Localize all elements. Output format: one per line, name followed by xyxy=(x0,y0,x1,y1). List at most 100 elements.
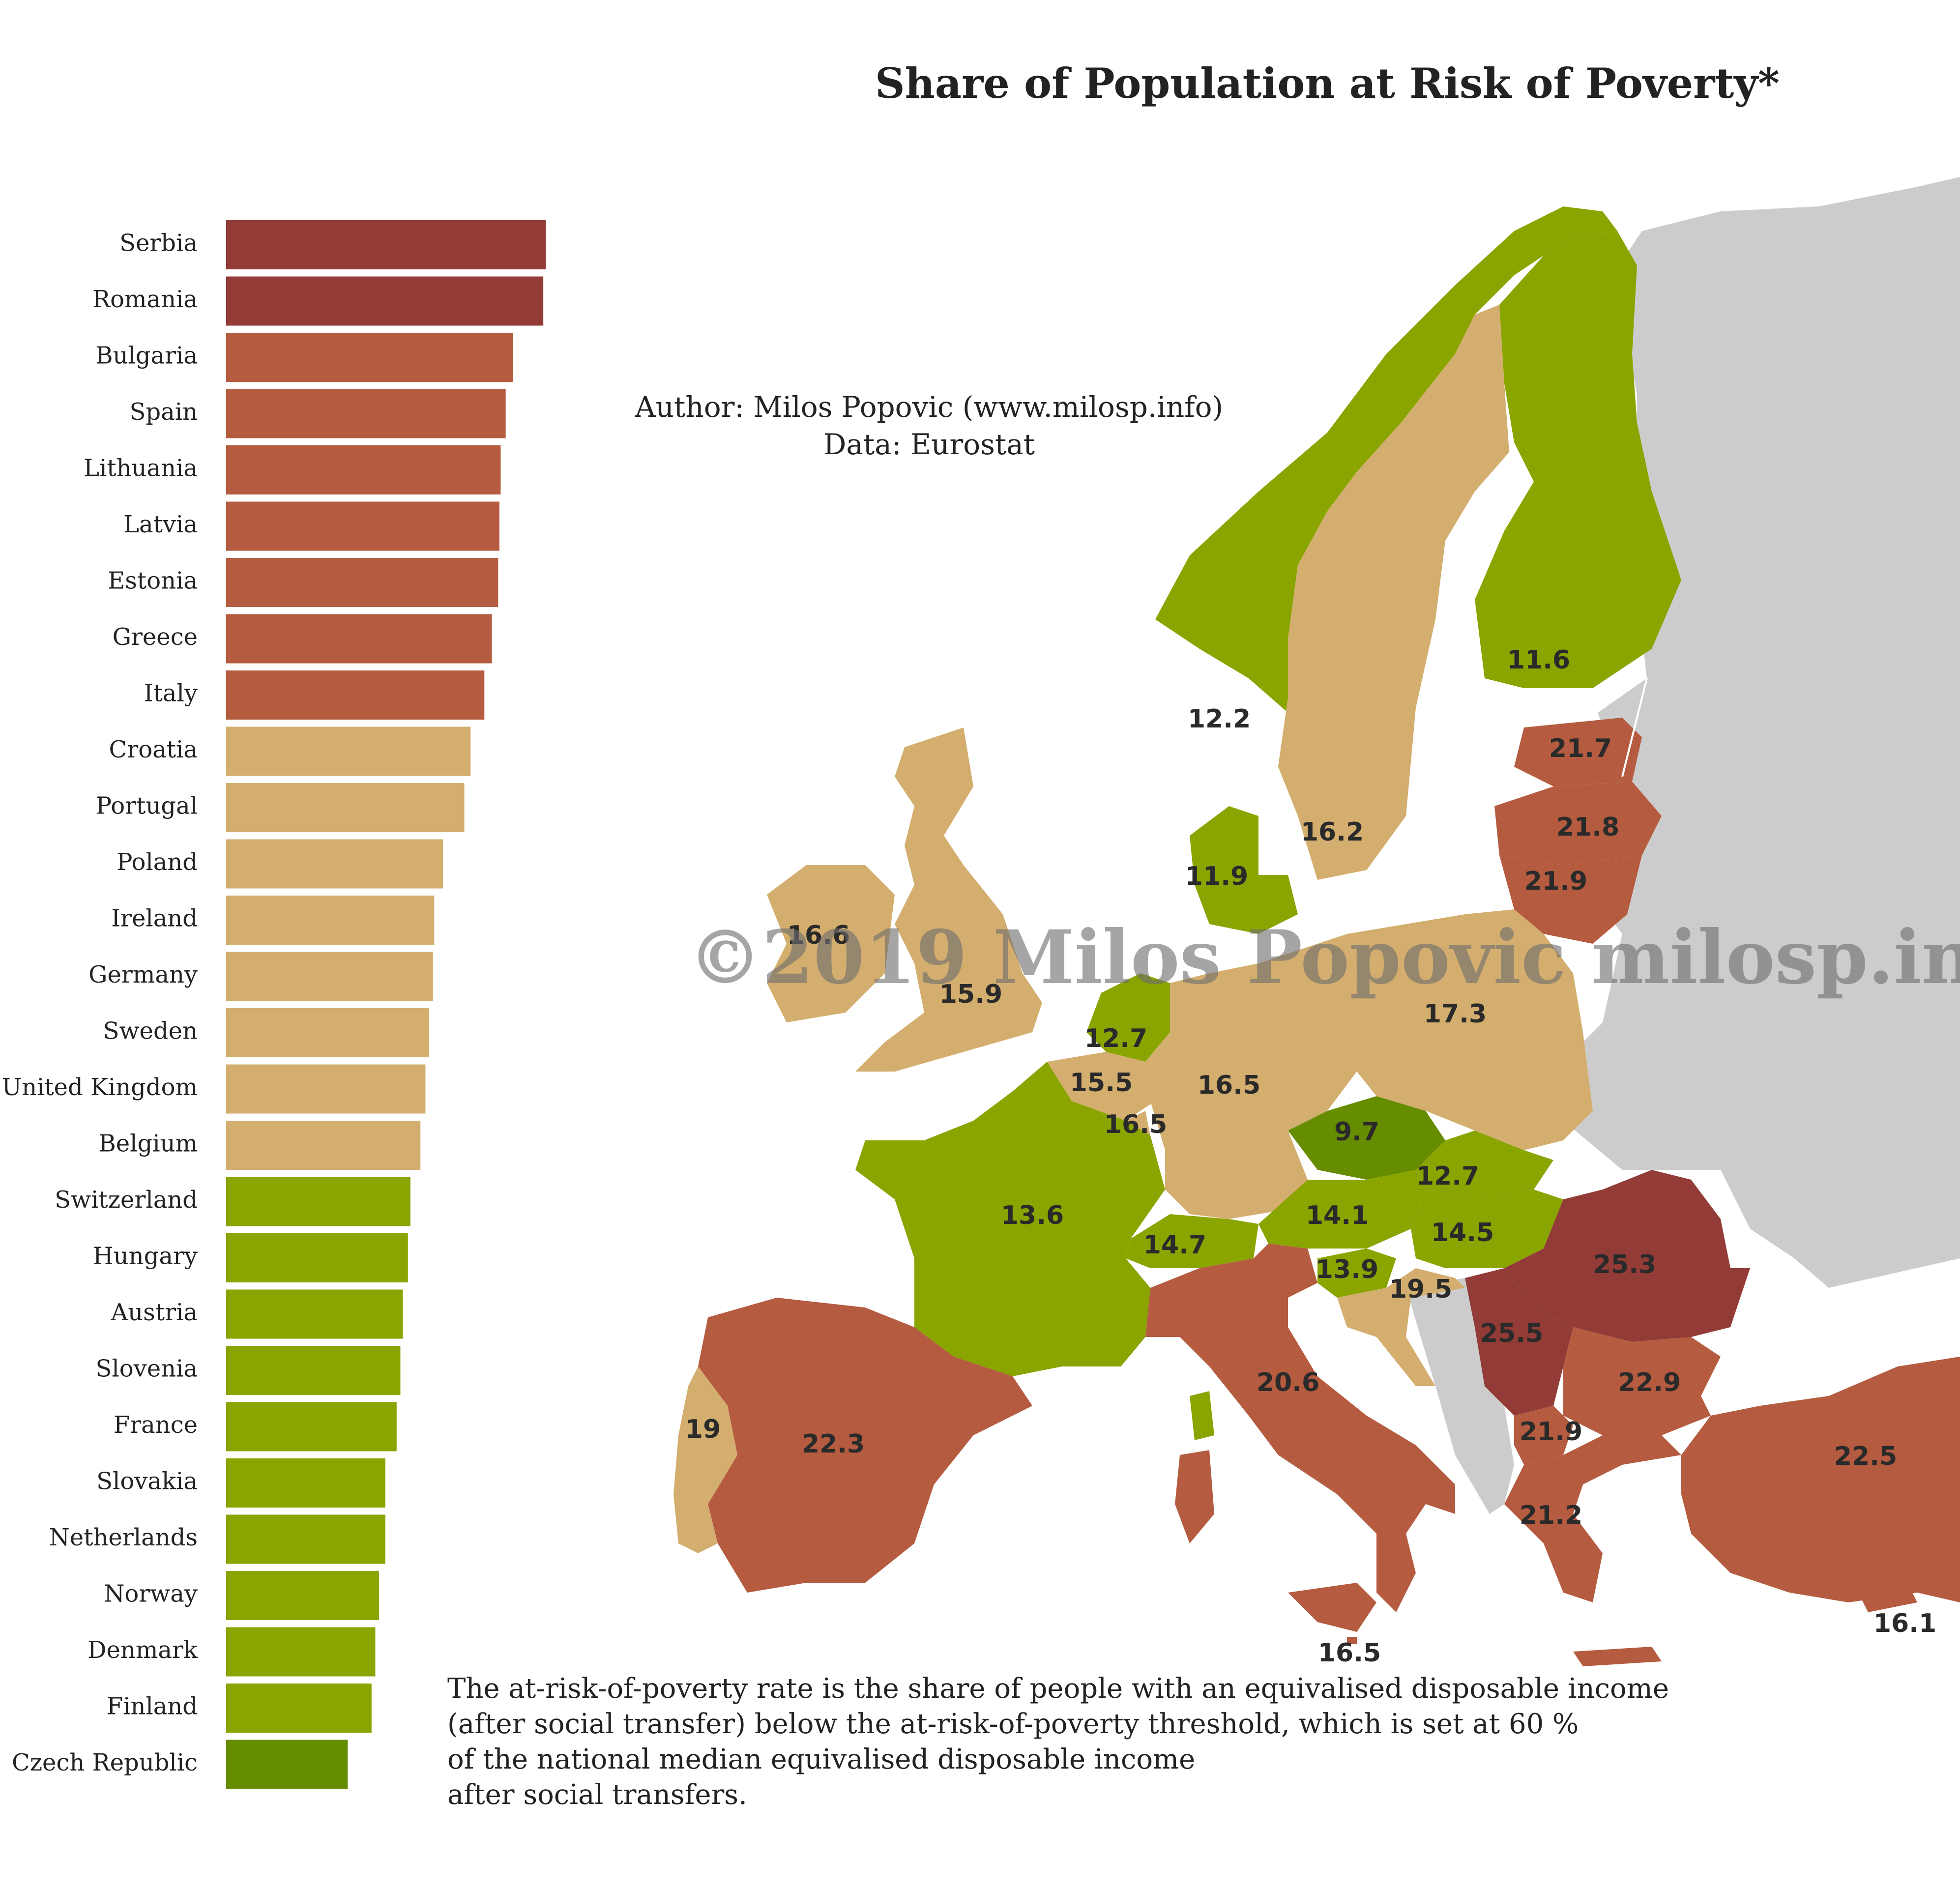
map-slovenia xyxy=(1317,1249,1396,1298)
footnote-line-2: (after social transfer) below the at-ris… xyxy=(447,1708,1579,1740)
map-nodata-east xyxy=(1563,177,1960,1288)
chart-title: Share of Population at Risk of Poverty* xyxy=(875,59,1780,108)
bar-sweden xyxy=(226,1008,430,1057)
bar-label-slovenia: Slovenia xyxy=(95,1355,198,1383)
bar-label-norway: Norway xyxy=(104,1580,198,1608)
credits: Author: Milos Popovic (www.milosp.info) … xyxy=(610,388,1249,463)
map-label-romania: 25.3 xyxy=(1593,1250,1656,1279)
bar-finland xyxy=(226,1684,372,1733)
bar-spain xyxy=(226,389,506,438)
map-label-sweden: 16.2 xyxy=(1301,817,1364,847)
map-label-united-kingdom: 15.9 xyxy=(939,980,1002,1009)
map-label-poland: 17.3 xyxy=(1424,999,1487,1029)
bar-lithuania xyxy=(226,445,501,494)
bar-label-latvia: Latvia xyxy=(123,511,198,538)
footnote: The at-risk-of-poverty rate is the share… xyxy=(447,1671,1775,1813)
bar-france xyxy=(226,1402,397,1452)
map-romania xyxy=(1504,1170,1750,1342)
map-italy xyxy=(1145,1244,1455,1612)
map-poland xyxy=(1347,909,1593,1150)
bar-label-ireland: Ireland xyxy=(111,905,198,932)
map-cyprus xyxy=(1858,1583,1917,1612)
bar-label-croatia: Croatia xyxy=(109,736,198,763)
author-line: Author: Milos Popovic (www.milosp.info) xyxy=(635,390,1224,424)
bar-croatia xyxy=(226,726,471,776)
bar-czech-republic xyxy=(226,1740,348,1789)
bar-ireland xyxy=(226,896,435,945)
bar-label-estonia: Estonia xyxy=(108,567,198,595)
bar-switzerland xyxy=(226,1177,410,1226)
map-denmark xyxy=(1190,806,1298,934)
map-label-slovenia: 13.9 xyxy=(1316,1255,1378,1284)
bar-label-lithuania: Lithuania xyxy=(84,455,198,482)
bar-label-switzerland: Switzerland xyxy=(55,1186,198,1214)
bar-romania xyxy=(226,276,544,326)
bar-latvia xyxy=(226,501,499,551)
map-greece xyxy=(1504,1435,1681,1602)
bar-label-austria: Austria xyxy=(111,1299,198,1326)
bar-label-slovakia: Slovakia xyxy=(96,1468,198,1495)
bar-united-kingdom xyxy=(226,1064,426,1114)
map-north-macedonia xyxy=(1514,1406,1573,1465)
bar-estonia xyxy=(226,558,498,607)
bar-label-sweden: Sweden xyxy=(103,1017,198,1045)
map-label-lithuania: 21.9 xyxy=(1524,867,1587,896)
map-croatia xyxy=(1337,1268,1465,1386)
bar-label-bulgaria: Bulgaria xyxy=(95,342,198,370)
map-belgium xyxy=(1047,1052,1155,1121)
bar-label-italy: Italy xyxy=(144,680,198,707)
bar-portugal xyxy=(226,783,465,832)
map-uk xyxy=(855,727,1042,1072)
map-label-belgium: 15.5 xyxy=(1070,1068,1133,1098)
bar-label-hungary: Hungary xyxy=(93,1243,198,1270)
map-norway xyxy=(1155,206,1617,777)
map-label-cyprus: 16.1 xyxy=(1873,1609,1936,1638)
map-germany xyxy=(1145,934,1367,1219)
map-corsica xyxy=(1190,1391,1214,1440)
footnote-line-1: The at-risk-of-poverty rate is the share… xyxy=(447,1673,1669,1705)
map-portugal xyxy=(673,1366,737,1553)
map-lithuania xyxy=(1499,855,1642,944)
map-label-netherlands: 12.7 xyxy=(1084,1024,1147,1053)
map-label-portugal: 19 xyxy=(685,1415,721,1444)
map-turkey xyxy=(1681,1357,1960,1602)
bar-label-spain: Spain xyxy=(130,398,198,426)
map-label-denmark: 11.9 xyxy=(1185,862,1248,891)
bar-slovakia xyxy=(226,1458,385,1508)
bar-denmark xyxy=(226,1627,376,1677)
map-czech xyxy=(1288,1096,1445,1180)
bar-series xyxy=(226,220,546,1789)
map-label-croatia: 19.5 xyxy=(1389,1275,1452,1304)
bar-label-france: France xyxy=(114,1411,198,1439)
map-label-hungary: 14.5 xyxy=(1431,1218,1494,1248)
bar-label-czech-republic: Czech Republic xyxy=(12,1749,198,1776)
map-sicily xyxy=(1288,1583,1376,1632)
map-slovakia xyxy=(1416,1131,1553,1199)
map-switzerland xyxy=(1126,1214,1258,1268)
map-label-finland: 11.6 xyxy=(1507,645,1570,675)
map-label-luxembourg: 16.5 xyxy=(1104,1110,1167,1139)
map-netherlands xyxy=(1086,973,1170,1062)
map-serbia xyxy=(1465,1268,1573,1416)
map-label-turkey: 22.5 xyxy=(1834,1442,1897,1471)
bar-bulgaria xyxy=(226,333,513,382)
map-label-spain: 22.3 xyxy=(802,1429,865,1459)
source-line: Data: Eurostat xyxy=(823,428,1035,461)
map-borders xyxy=(1621,678,1648,777)
map-label-norway: 12.2 xyxy=(1188,704,1251,734)
map-spain xyxy=(698,1298,1032,1593)
bar-label-germany: Germany xyxy=(88,961,198,988)
map-label-serbia: 25.5 xyxy=(1480,1319,1543,1348)
map-hungary xyxy=(1411,1190,1563,1268)
bar-germany xyxy=(226,952,433,1001)
bar-label-greece: Greece xyxy=(113,623,198,651)
bar-category-labels: Serbia Romania Bulgaria Spain Lithuania Latvi… xyxy=(2,230,198,1777)
map-label-greece: 21.2 xyxy=(1520,1501,1582,1530)
bar-slovenia xyxy=(226,1346,401,1395)
map-label-czech-republic: 9.7 xyxy=(1334,1117,1379,1147)
map-sweden xyxy=(1278,305,1509,880)
map-crete xyxy=(1573,1647,1662,1666)
map-label-austria: 14.1 xyxy=(1306,1201,1369,1230)
